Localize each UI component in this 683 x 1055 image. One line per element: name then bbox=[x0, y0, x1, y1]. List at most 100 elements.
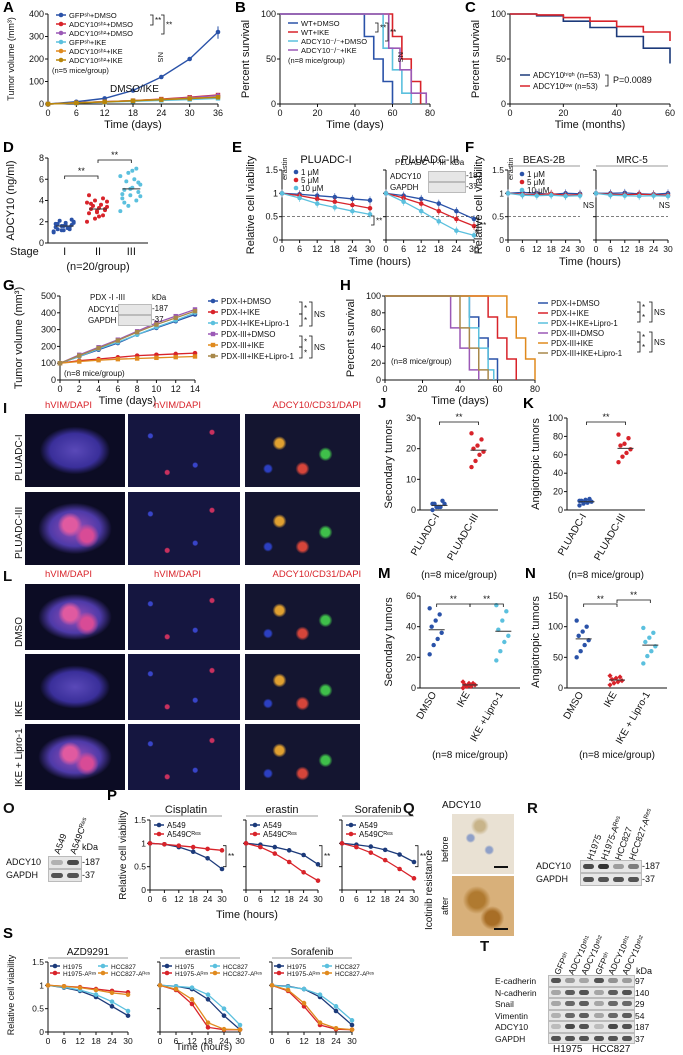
x-tick-label: 24 bbox=[395, 894, 405, 904]
data-point bbox=[118, 209, 123, 214]
data-point bbox=[205, 1025, 211, 1030]
data-point bbox=[61, 983, 67, 989]
series-line bbox=[507, 192, 581, 197]
legend-marker bbox=[58, 12, 64, 18]
data-point bbox=[418, 208, 424, 214]
sig-bracket bbox=[385, 22, 389, 42]
legend-marker bbox=[519, 171, 525, 177]
x-tick-label: 18 bbox=[91, 1036, 101, 1046]
data-point bbox=[576, 633, 581, 639]
legend-label: 10 μM bbox=[301, 184, 324, 193]
survival-curve bbox=[385, 295, 480, 380]
survival-curve bbox=[280, 13, 428, 104]
x-tick-label: 0 bbox=[277, 108, 282, 118]
blot-kda: -37 bbox=[466, 182, 478, 191]
data-point bbox=[109, 990, 115, 996]
data-point bbox=[279, 191, 285, 196]
y-tick-label: 100 bbox=[548, 622, 563, 632]
x-tick-label: 20 bbox=[312, 108, 322, 118]
sig-bracket bbox=[616, 599, 651, 603]
legend-marker bbox=[293, 177, 299, 183]
blot-strip bbox=[548, 998, 635, 1010]
legend-marker bbox=[519, 179, 525, 185]
x-tick-label: 0 bbox=[46, 1036, 51, 1046]
row-label: before bbox=[440, 836, 450, 862]
data-point bbox=[57, 361, 63, 366]
series-line bbox=[281, 192, 371, 215]
sig-label: * bbox=[642, 343, 645, 352]
data-point bbox=[285, 987, 291, 993]
data-point bbox=[95, 210, 99, 215]
x-tick-label: 0 bbox=[383, 244, 388, 254]
x-tick-label: 30 bbox=[469, 244, 479, 254]
blot-kda: 97 bbox=[635, 976, 645, 986]
sig-label: NS bbox=[659, 201, 670, 210]
y-axis-label: ADCY10 (ng/ml) bbox=[5, 160, 17, 240]
legend-marker bbox=[276, 970, 282, 976]
data-point bbox=[136, 190, 141, 194]
data-point bbox=[349, 1018, 355, 1023]
y-axis-label: Tumor volume (mm³) bbox=[6, 17, 16, 101]
y-axis-label: Relative cell viability bbox=[6, 954, 16, 1035]
data-point bbox=[418, 196, 424, 202]
legend-marker bbox=[252, 831, 258, 837]
legend-marker bbox=[100, 963, 106, 969]
micrograph-zoom bbox=[128, 654, 240, 720]
legend-label: HCC827-Aᴿᵉˢ bbox=[335, 971, 375, 978]
x-tick-label: 0 bbox=[340, 894, 345, 904]
data-point bbox=[205, 1020, 211, 1025]
panel-letter: H bbox=[340, 277, 351, 294]
x-axis-label: Time (days) bbox=[99, 395, 157, 407]
sig-label: * bbox=[642, 313, 645, 322]
blot-band bbox=[593, 1012, 604, 1018]
y-axis-label: Secondary tumors bbox=[383, 597, 395, 687]
y-tick-label: 50 bbox=[553, 652, 563, 662]
sig-label: * bbox=[304, 304, 307, 313]
data-point bbox=[101, 196, 105, 201]
blot-band bbox=[565, 1012, 576, 1018]
blot-kda: -37 bbox=[152, 315, 164, 324]
blot-strip bbox=[48, 856, 82, 869]
blot-row-label: E-cadherin bbox=[495, 976, 537, 986]
data-point bbox=[314, 196, 320, 202]
data-point bbox=[454, 228, 459, 233]
sig-bracket bbox=[309, 301, 313, 327]
survival-curve bbox=[385, 295, 536, 380]
sig-label: NS bbox=[156, 52, 165, 62]
sig-label: * bbox=[304, 316, 307, 325]
data-point bbox=[99, 202, 103, 207]
blot-band bbox=[51, 860, 63, 865]
blot-strip bbox=[548, 986, 635, 998]
data-point bbox=[649, 649, 654, 654]
x-tick-label: 18 bbox=[330, 244, 340, 254]
data-point bbox=[109, 999, 115, 1004]
data-point bbox=[285, 984, 291, 990]
series-line bbox=[159, 984, 241, 1031]
y-tick-label: 20 bbox=[406, 444, 416, 454]
legend-marker bbox=[212, 963, 218, 969]
sig-bracket bbox=[469, 603, 504, 607]
x-tick-label: 24 bbox=[107, 1036, 117, 1046]
y-tick-label: 150 bbox=[548, 591, 563, 601]
x-tick-label: 30 bbox=[575, 244, 585, 254]
x-tick-label: 30 bbox=[313, 894, 323, 904]
sig-label: * bbox=[642, 303, 645, 312]
series-line bbox=[159, 984, 241, 1026]
data-point bbox=[45, 983, 51, 988]
data-point bbox=[192, 308, 198, 314]
blot-band bbox=[593, 978, 604, 984]
data-point bbox=[159, 97, 164, 102]
legend-marker bbox=[252, 822, 258, 828]
annotation: DMSO/IKE bbox=[110, 84, 159, 95]
legend-marker bbox=[324, 970, 330, 976]
x-tick-label: 6 bbox=[608, 244, 613, 254]
x-tick-label: IKE bbox=[602, 690, 620, 710]
data-point bbox=[317, 1020, 323, 1025]
legend-label: ADCY10ˡᵒʷ (n=53) bbox=[533, 82, 598, 91]
data-point bbox=[93, 198, 97, 203]
series-line bbox=[245, 842, 319, 882]
y-tick-label: 0 bbox=[39, 1027, 44, 1037]
data-point bbox=[645, 653, 650, 659]
sig-label: ** bbox=[166, 21, 172, 30]
data-point bbox=[332, 199, 338, 205]
